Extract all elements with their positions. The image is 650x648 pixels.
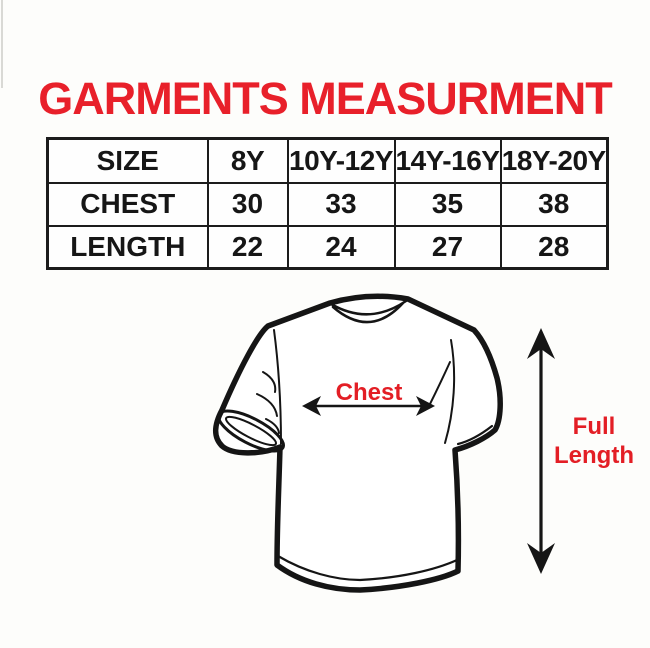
- hem-inner-line: [276, 554, 459, 582]
- collar-inner-lines: [329, 299, 408, 324]
- chest-value-14y-16y: 35: [393, 181, 502, 227]
- length-value-10y-12y: 24: [286, 224, 396, 270]
- chest-value-8y: 30: [206, 181, 289, 227]
- length-value-18y-20y: 28: [499, 224, 609, 270]
- page-title: GARMENTS MEASURMENT: [38, 73, 613, 124]
- wrinkle-lines: [256, 371, 280, 434]
- left-sleeve-seam: [273, 329, 282, 445]
- full-length-arrow: [527, 328, 555, 574]
- right-sleeve-seam: [444, 339, 456, 444]
- length-row: LENGTH 22 24 27 28: [46, 224, 609, 270]
- size-chart-table: SIZE 8Y 10Y-12Y 14Y-16Y 18Y-20Y CHEST 30…: [46, 137, 609, 270]
- length-value-14y-16y: 27: [393, 224, 502, 270]
- chest-value-10y-12y: 33: [286, 181, 396, 227]
- chest-row: CHEST 30 33 35 38: [46, 181, 609, 227]
- row-label-chest: CHEST: [46, 181, 209, 227]
- right-cuff-inner-line: [456, 424, 494, 446]
- header-cell-8y: 8Y: [206, 137, 289, 184]
- row-label-length: LENGTH: [46, 224, 209, 270]
- chest-measure-label: Chest: [335, 379, 403, 406]
- scan-edge-artifact: [1, 0, 3, 88]
- chest-arrow: [302, 396, 435, 416]
- right-sleeve-crease: [428, 361, 451, 407]
- full-length-measure-label: Full Length: [554, 413, 634, 469]
- length-value-8y: 22: [206, 224, 289, 270]
- tshirt-outline: [212, 293, 503, 593]
- header-cell-size: SIZE: [46, 137, 209, 184]
- left-cuff-opening: [217, 409, 285, 453]
- header-cell-18y-20y: 18Y-20Y: [499, 137, 609, 184]
- chest-value-18y-20y: 38: [499, 181, 609, 227]
- table-header-row: SIZE 8Y 10Y-12Y 14Y-16Y 18Y-20Y: [46, 137, 609, 184]
- header-cell-10y-12y: 10Y-12Y: [286, 137, 396, 184]
- header-cell-14y-16y: 14Y-16Y: [393, 137, 502, 184]
